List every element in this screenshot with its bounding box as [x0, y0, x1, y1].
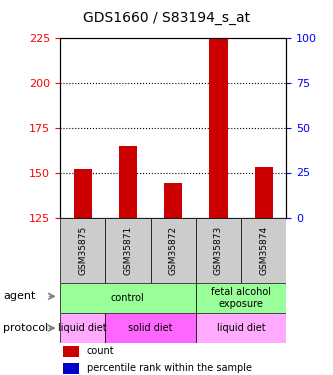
Text: percentile rank within the sample: percentile rank within the sample	[87, 363, 251, 373]
FancyBboxPatch shape	[60, 313, 105, 343]
Text: GSM35871: GSM35871	[123, 226, 133, 275]
Bar	[74, 169, 92, 217]
Text: GDS1660 / S83194_s_at: GDS1660 / S83194_s_at	[83, 11, 250, 25]
FancyBboxPatch shape	[105, 313, 196, 343]
FancyBboxPatch shape	[241, 217, 286, 283]
Text: count: count	[87, 346, 114, 356]
Text: GSM35872: GSM35872	[168, 226, 178, 275]
Bar	[209, 32, 227, 218]
FancyBboxPatch shape	[196, 283, 286, 313]
Bar	[164, 183, 182, 218]
FancyBboxPatch shape	[105, 217, 151, 283]
Bar	[63, 346, 79, 357]
Text: solid diet: solid diet	[128, 323, 173, 333]
Text: GSM35874: GSM35874	[259, 226, 268, 275]
Text: liquid diet: liquid diet	[217, 323, 265, 333]
Text: agent: agent	[3, 291, 35, 302]
Bar	[255, 167, 273, 217]
Text: control: control	[111, 293, 145, 303]
FancyBboxPatch shape	[196, 313, 286, 343]
Text: GSM35875: GSM35875	[78, 226, 87, 275]
Text: fetal alcohol
exposure: fetal alcohol exposure	[211, 287, 271, 309]
Text: liquid diet: liquid diet	[58, 323, 107, 333]
FancyBboxPatch shape	[196, 217, 241, 283]
Bar	[119, 146, 137, 218]
Text: protocol: protocol	[3, 323, 48, 333]
Text: GSM35873: GSM35873	[214, 226, 223, 275]
FancyBboxPatch shape	[60, 217, 105, 283]
FancyBboxPatch shape	[60, 283, 196, 313]
Bar	[63, 363, 79, 374]
FancyBboxPatch shape	[151, 217, 196, 283]
